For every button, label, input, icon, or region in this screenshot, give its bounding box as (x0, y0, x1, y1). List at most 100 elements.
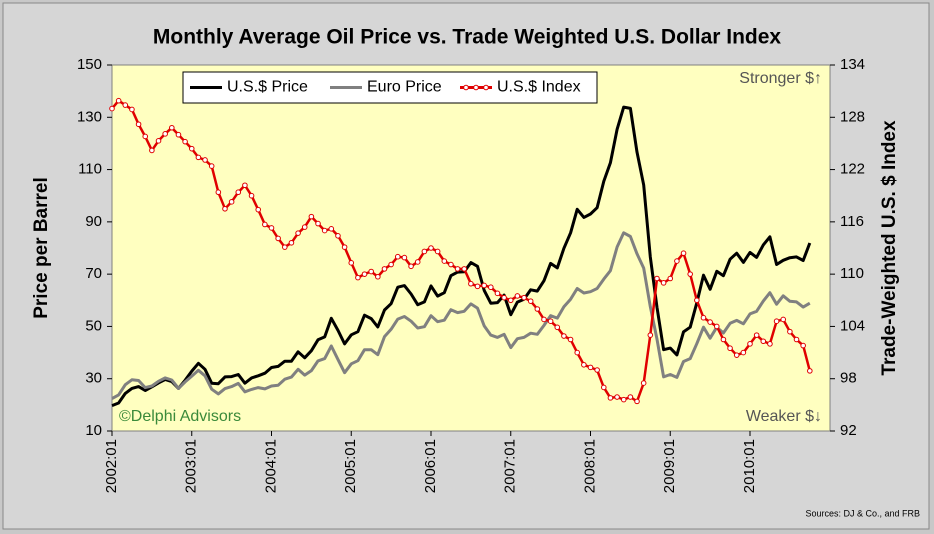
series-marker (109, 105, 115, 112)
series-marker (541, 316, 547, 323)
series-marker (567, 336, 574, 343)
series-marker (248, 192, 255, 199)
series-marker (434, 248, 441, 255)
annotation: ©Delphi Advisors (119, 408, 241, 425)
series-marker (255, 206, 262, 213)
legend-marker (463, 84, 469, 91)
series-marker (401, 254, 408, 261)
y2-tick-label: 98 (840, 370, 857, 387)
series-marker (694, 297, 700, 304)
series-marker (129, 106, 135, 113)
series-marker (534, 306, 541, 312)
series-line (111, 105, 812, 407)
series-marker (674, 258, 680, 264)
series-marker (660, 280, 667, 286)
series-marker (594, 367, 600, 373)
series-marker (421, 248, 428, 255)
x-tick-label: 2005:01 (342, 439, 359, 493)
series-marker (733, 352, 740, 358)
series-marker (514, 293, 521, 299)
series-marker (388, 261, 394, 268)
series-marker (135, 121, 142, 128)
series-marker (235, 189, 242, 196)
y-tick-label: 110 (78, 161, 102, 178)
series-marker (627, 394, 634, 400)
series-marker (428, 245, 434, 251)
y2-axis-title: Trade-Weighted U.S. $ Index (879, 120, 900, 376)
series-marker (215, 189, 222, 196)
series-marker (341, 244, 348, 250)
series-marker (169, 124, 175, 131)
series-marker (155, 138, 162, 144)
series-marker (202, 157, 208, 163)
x-tick-label: 2009:01 (661, 439, 678, 493)
series-marker (773, 318, 780, 325)
series-marker (474, 283, 481, 290)
chart-title: Monthly Average Oil Price vs. Trade Weig… (153, 26, 782, 49)
series-marker (295, 230, 301, 236)
series-marker (680, 250, 687, 257)
source-note: Sources: DJ & Co., and FRB (805, 508, 920, 518)
x-tick-label: 2002:01 (103, 439, 120, 493)
y-tick-label: 10 (85, 422, 102, 439)
series-marker (654, 275, 660, 282)
y-tick-label: 50 (85, 317, 102, 334)
series-marker (368, 268, 374, 275)
y2-tick-label: 110 (840, 265, 864, 282)
series-marker (321, 227, 328, 234)
series-marker (115, 97, 122, 104)
series-marker (707, 319, 713, 325)
series-marker (488, 284, 494, 291)
series-marker (501, 294, 507, 301)
series-marker (448, 261, 454, 268)
legend-label: U.S.$ Index (497, 79, 581, 96)
series-marker (348, 260, 355, 266)
series-marker (607, 395, 614, 401)
series-marker (547, 318, 554, 325)
series-marker (335, 233, 341, 239)
y2-tick-label: 128 (840, 108, 865, 125)
series-marker (620, 396, 627, 403)
series-marker (753, 332, 760, 338)
series-marker (228, 199, 235, 205)
series-marker (634, 398, 640, 405)
series-marker (527, 298, 534, 304)
y2-tick-label: 104 (840, 317, 865, 334)
series-marker (740, 349, 747, 356)
series-marker (640, 380, 647, 386)
series-marker (574, 349, 581, 356)
legend-marker (483, 84, 489, 91)
series-marker (494, 290, 501, 297)
x-tick-label: 2004:01 (262, 439, 279, 493)
series-marker (667, 275, 674, 282)
series-marker (195, 154, 202, 161)
series-marker (122, 102, 129, 108)
series-marker (614, 394, 620, 400)
series-marker (807, 368, 813, 374)
series-marker (481, 282, 487, 289)
series-marker (162, 131, 168, 137)
y2-tick-label: 116 (840, 213, 864, 230)
y-tick-label: 130 (77, 108, 102, 125)
series-marker (554, 324, 561, 331)
x-tick-label: 2007:01 (502, 439, 519, 493)
y-tick-label: 150 (77, 56, 102, 73)
legend (182, 71, 598, 104)
series-marker (281, 244, 288, 250)
series-marker (175, 131, 182, 138)
series-marker (355, 274, 361, 281)
x-tick-label: 2003:01 (183, 439, 200, 493)
series-marker (262, 221, 268, 228)
series-marker (760, 338, 767, 345)
series-marker (301, 224, 308, 230)
series-marker (242, 182, 248, 189)
series-marker (381, 266, 388, 272)
series-marker (208, 163, 215, 169)
x-tick-label: 2006:01 (422, 439, 439, 493)
series-marker (521, 294, 527, 301)
series-marker (328, 226, 335, 232)
x-tick-label: 2010:01 (741, 439, 758, 493)
series-marker (461, 266, 468, 272)
series-marker (268, 225, 275, 231)
